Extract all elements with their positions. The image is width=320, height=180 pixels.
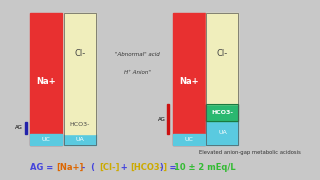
Text: [Na+]: [Na+] xyxy=(56,163,84,172)
Text: "Abnormal" acid: "Abnormal" acid xyxy=(115,51,160,57)
Text: )  =: ) = xyxy=(157,163,182,172)
Text: AG =: AG = xyxy=(30,163,57,172)
Text: UC: UC xyxy=(42,137,51,142)
Text: AG: AG xyxy=(15,125,23,130)
Bar xyxy=(206,121,238,145)
Bar xyxy=(64,13,96,145)
Text: HCO3-: HCO3- xyxy=(70,122,90,127)
Bar xyxy=(206,104,238,121)
Text: Cl-: Cl- xyxy=(217,49,228,58)
Text: UC: UC xyxy=(184,137,193,142)
Text: 10 ± 2 mEq/L: 10 ± 2 mEq/L xyxy=(174,163,236,172)
Bar xyxy=(64,134,96,145)
Text: AG: AG xyxy=(157,117,165,122)
Text: Elevated anion-gap metabolic acidosis: Elevated anion-gap metabolic acidosis xyxy=(199,150,300,155)
Text: [HCO3-]: [HCO3-] xyxy=(131,163,168,172)
Bar xyxy=(167,104,169,134)
Bar xyxy=(206,104,238,121)
Bar xyxy=(206,13,238,145)
Bar xyxy=(173,13,205,145)
Bar xyxy=(30,13,62,145)
Text: HCO3-: HCO3- xyxy=(212,110,233,115)
Text: Na+: Na+ xyxy=(179,77,199,86)
Bar xyxy=(173,134,205,145)
Text: [Cl-]: [Cl-] xyxy=(99,163,120,172)
Text: UA: UA xyxy=(218,130,227,135)
Text: -  (: - ( xyxy=(76,163,98,172)
Text: +: + xyxy=(115,163,134,172)
Text: Na+: Na+ xyxy=(36,77,56,86)
Bar xyxy=(25,122,27,134)
Bar xyxy=(64,115,96,134)
Text: H⁺ Anion": H⁺ Anion" xyxy=(124,69,151,75)
Bar xyxy=(30,134,62,145)
Bar xyxy=(64,13,96,115)
Text: UA: UA xyxy=(76,137,84,142)
Bar xyxy=(206,13,238,104)
Text: Cl-: Cl- xyxy=(74,49,86,58)
